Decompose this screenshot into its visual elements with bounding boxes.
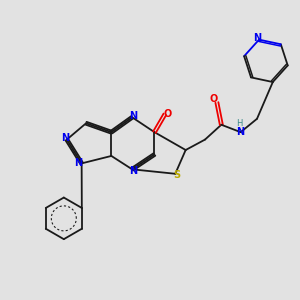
Text: H: H: [236, 119, 242, 128]
Text: N: N: [130, 166, 138, 176]
Text: N: N: [74, 158, 82, 168]
Text: N: N: [254, 33, 262, 43]
Text: S: S: [173, 170, 180, 180]
Text: O: O: [210, 94, 218, 104]
Text: N: N: [61, 133, 69, 143]
Text: N: N: [130, 111, 138, 121]
Text: N: N: [237, 127, 245, 137]
Text: O: O: [164, 109, 172, 119]
